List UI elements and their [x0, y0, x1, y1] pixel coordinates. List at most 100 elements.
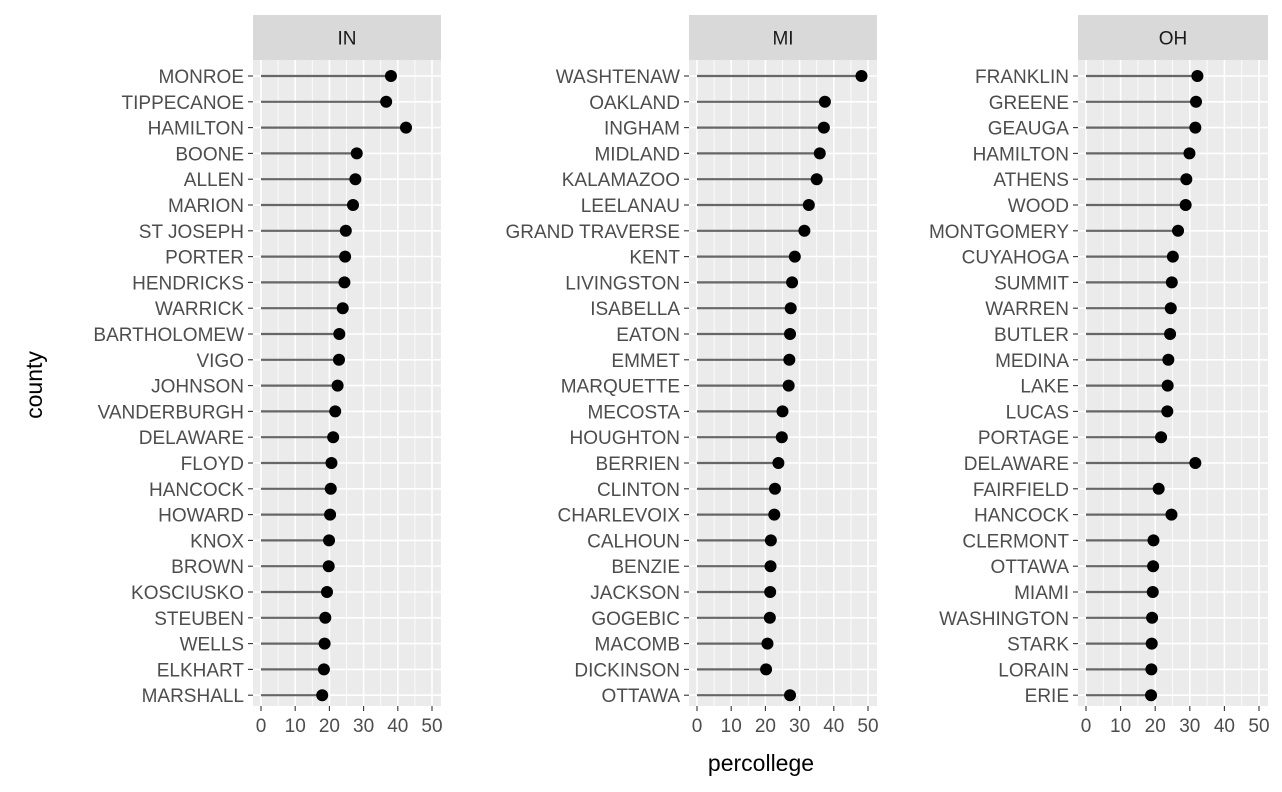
- y-tick-label-oh: CLERMONT: [962, 531, 1069, 552]
- x-tick-label-mi: 40: [823, 716, 844, 737]
- y-tick-label-oh: BUTLER: [994, 325, 1069, 346]
- lollipop-point-mi: [798, 224, 811, 237]
- x-tick-label-oh: 40: [1214, 716, 1235, 737]
- lollipop-point-in: [332, 353, 345, 366]
- x-tick-label-oh: 50: [1248, 716, 1269, 737]
- y-tick-label-mi: BENZIE: [611, 557, 680, 578]
- lollipop-point-in: [331, 379, 344, 392]
- y-tick-label-in: MARSHALL: [142, 686, 244, 707]
- lollipop-point-in: [324, 508, 337, 521]
- y-tick-label-mi: LEELANAU: [581, 196, 680, 217]
- lollipop-point-oh: [1191, 70, 1204, 82]
- y-tick-label-oh: FAIRFIELD: [973, 480, 1069, 501]
- y-tick-label-in: BARTHOLOMEW: [93, 325, 244, 346]
- lollipop-point-oh: [1147, 560, 1160, 573]
- x-tick-label-in: 20: [319, 716, 340, 737]
- lollipop-point-in: [400, 121, 413, 134]
- x-tick-label-oh: 20: [1145, 716, 1166, 737]
- y-tick-label-mi: EATON: [616, 325, 680, 346]
- lollipop-point-in: [327, 431, 340, 444]
- lollipop-point-mi: [764, 586, 777, 598]
- y-axis-title: county: [21, 351, 47, 419]
- x-tick-label-mi: 0: [692, 716, 703, 737]
- lollipop-point-oh: [1145, 663, 1158, 676]
- lollipop-point-oh: [1147, 534, 1160, 547]
- lollipop-point-in: [339, 224, 352, 237]
- lollipop-point-mi: [763, 611, 776, 624]
- x-tick-label-mi: 30: [789, 716, 810, 737]
- lollipop-point-mi: [775, 431, 788, 444]
- y-tick-label-mi: BERRIEN: [596, 454, 680, 475]
- x-tick-label-oh: 0: [1081, 716, 1092, 737]
- lollipop-point-mi: [813, 147, 826, 160]
- y-tick-label-in: ELKHART: [157, 660, 245, 681]
- x-tick-label-in: 30: [353, 716, 374, 737]
- lollipop-point-in: [323, 534, 336, 547]
- y-tick-label-mi: LIVINGSTON: [565, 273, 680, 294]
- y-tick-label-mi: MARQUETTE: [561, 377, 680, 398]
- y-tick-label-oh: ERIE: [1025, 686, 1069, 707]
- lollipop-point-in: [349, 173, 362, 186]
- lollipop-point-oh: [1172, 224, 1185, 237]
- lollipop-point-mi: [786, 276, 799, 289]
- facet-strip-mi: [689, 15, 877, 60]
- lollipop-point-in: [333, 328, 346, 340]
- y-tick-label-oh: OTTAWA: [991, 557, 1070, 578]
- x-tick-label-oh: 10: [1110, 716, 1131, 737]
- y-tick-label-oh: LUCAS: [1006, 402, 1069, 423]
- y-tick-label-mi: MIDLAND: [594, 144, 680, 165]
- lollipop-point-in: [336, 302, 349, 315]
- lollipop-point-oh: [1145, 689, 1158, 702]
- y-tick-label-mi: EMMET: [611, 351, 680, 372]
- y-tick-label-in: JOHNSON: [151, 377, 244, 398]
- y-tick-label-mi: MECOSTA: [587, 402, 680, 423]
- lollipop-point-mi: [782, 379, 795, 392]
- lollipop-point-oh: [1162, 353, 1175, 366]
- lollipop-point-mi: [783, 353, 796, 366]
- lollipop-point-mi: [768, 482, 781, 495]
- y-tick-label-mi: GOGEBIC: [591, 609, 680, 630]
- y-tick-label-mi: WASHTENAW: [556, 67, 680, 88]
- y-tick-label-mi: KALAMAZOO: [562, 170, 680, 191]
- y-tick-label-in: VIGO: [196, 351, 244, 372]
- y-tick-label-mi: DICKINSON: [574, 660, 680, 681]
- y-tick-label-mi: HOUGHTON: [570, 428, 680, 449]
- lollipop-point-in: [324, 482, 337, 495]
- y-tick-label-oh: ATHENS: [993, 170, 1069, 191]
- lollipop-point-mi: [768, 508, 781, 521]
- lollipop-point-oh: [1145, 637, 1158, 650]
- panel-in: IN 0 10 20 30 40 50 MONROE TIPPECANOE HAMILTON BOO…: [93, 15, 443, 737]
- lollipop-point-in: [321, 586, 334, 598]
- x-tick-label-in: 0: [256, 716, 267, 737]
- y-tick-label-in: HOWARD: [158, 506, 244, 527]
- facet-strip-in: [253, 15, 441, 60]
- lollipop-point-mi: [802, 199, 815, 211]
- lollipop-point-oh: [1189, 121, 1202, 134]
- facet-strip-label-mi: MI: [772, 29, 793, 50]
- y-tick-label-oh: DELAWARE: [964, 454, 1069, 475]
- y-tick-label-in: MONROE: [159, 67, 245, 88]
- y-tick-label-oh: HANCOCK: [974, 506, 1069, 527]
- y-tick-label-oh: WASHINGTON: [939, 609, 1069, 630]
- lollipop-point-oh: [1161, 405, 1174, 418]
- lollipop-point-oh: [1165, 508, 1178, 521]
- y-tick-label-mi: JACKSON: [590, 583, 680, 604]
- facet-strip-label-in: IN: [338, 29, 357, 50]
- y-tick-label-in: WARRICK: [155, 299, 244, 320]
- lollipop-point-mi: [817, 121, 830, 134]
- y-tick-label-in: ALLEN: [184, 170, 244, 191]
- y-tick-label-oh: PORTAGE: [978, 428, 1069, 449]
- panel-background-mi: [689, 60, 877, 706]
- panel-oh: OH 0 10 20 30 40 50 FRANKLIN GREENE GEAUGA HAMILTO…: [929, 15, 1270, 737]
- lollipop-point-in: [318, 637, 331, 650]
- lollipop-point-mi: [788, 250, 801, 263]
- lollipop-point-in: [384, 70, 397, 82]
- facet-strip-label-oh: OH: [1159, 29, 1188, 50]
- lollipop-point-oh: [1146, 611, 1159, 624]
- y-tick-label-mi: CLINTON: [597, 480, 680, 501]
- lollipop-point-in: [338, 276, 351, 289]
- y-tick-label-oh: GEAUGA: [988, 119, 1070, 140]
- lollipop-point-oh: [1189, 457, 1202, 469]
- y-tick-label-mi: CHARLEVOIX: [558, 506, 681, 527]
